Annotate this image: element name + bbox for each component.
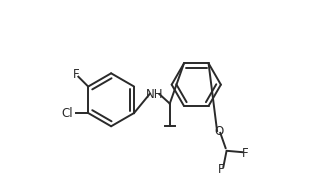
Text: F: F [218,163,225,176]
Text: F: F [242,147,249,160]
Text: Cl: Cl [61,107,73,120]
Text: F: F [73,68,80,81]
Text: O: O [215,125,224,138]
Text: NH: NH [146,88,163,101]
